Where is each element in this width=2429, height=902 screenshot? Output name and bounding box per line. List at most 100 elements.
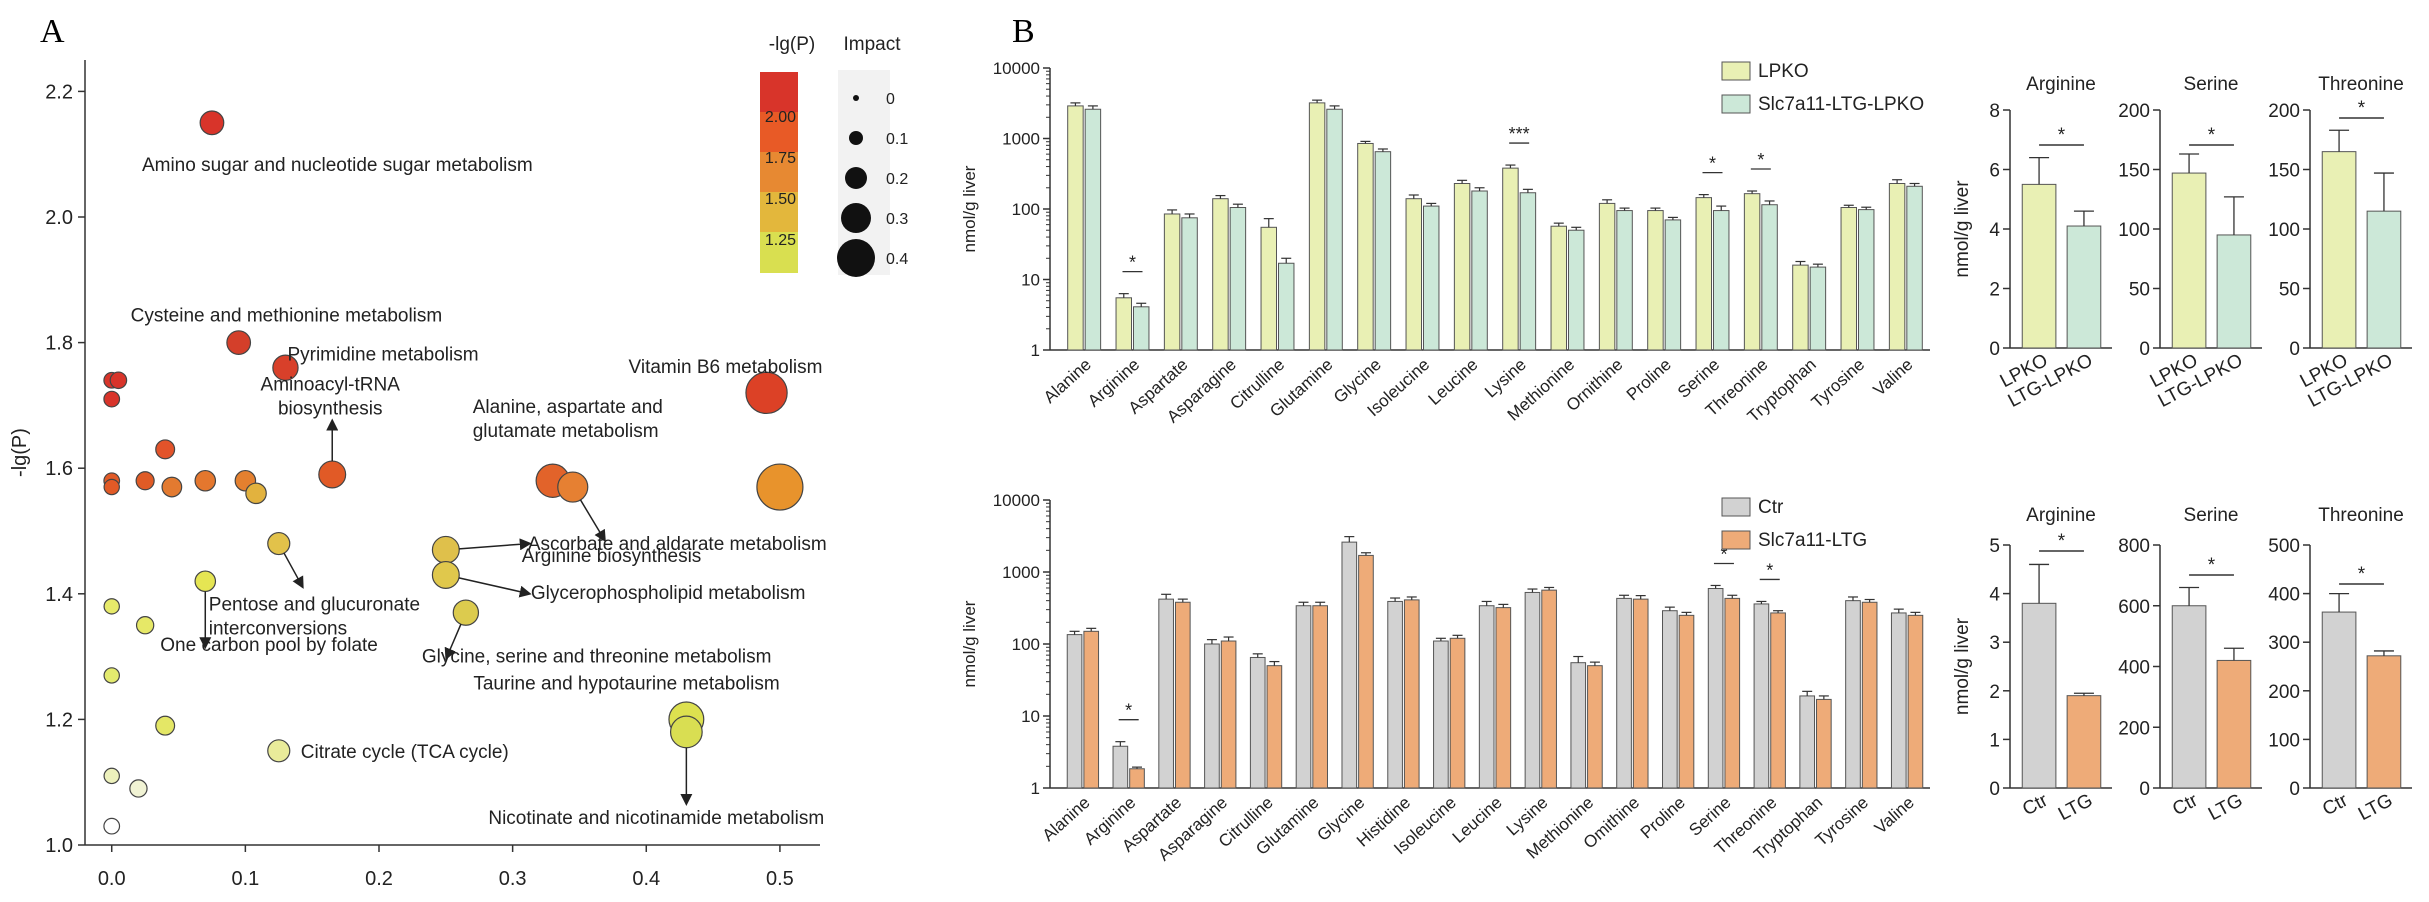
bubble-point: [318, 460, 347, 489]
y-tick-label: 100: [2268, 730, 2300, 751]
bar: [1662, 610, 1678, 789]
size-legend-label: 0.3: [886, 211, 908, 228]
bar: [1471, 190, 1488, 351]
bubble-point: [267, 739, 291, 763]
y-tick-label: 4: [1989, 585, 2000, 606]
bubble-label: Vitamin B6 metabolism: [629, 357, 823, 378]
y-tick-label: 6: [1989, 161, 2000, 182]
bar: [1357, 142, 1374, 351]
bubble-chart: 0.0 0.1 0.2 0.3 0.4 0.5 1.0 1.2 1.4 1.6 1.8 2.0 2.2 -…: [9, 34, 908, 890]
bubble-point: [103, 817, 121, 835]
size-legend-circle: [837, 239, 875, 277]
category-label: Proline: [1623, 355, 1675, 405]
bar: [1312, 605, 1328, 789]
category-label: Leucine: [1449, 793, 1506, 847]
color-legend-title: -lg(P): [769, 34, 815, 55]
annotation-arrow: [579, 499, 606, 543]
x-tick-label: 0.0: [98, 868, 126, 890]
bar: [1495, 607, 1512, 789]
y-tick-label: 600: [2118, 597, 2150, 618]
bubble-point: [669, 715, 703, 749]
y-tick-label: 8: [1989, 101, 2000, 122]
bar: [1112, 745, 1129, 789]
significance-mark: ***: [1509, 124, 1530, 144]
y-tick-label: 1000: [1002, 130, 1040, 149]
legend-label: Slc7a11-LTG: [1758, 530, 1867, 551]
bar: [1220, 640, 1237, 789]
bar: [1502, 167, 1519, 351]
legend-label: LPKO: [1758, 61, 1809, 82]
size-legend-label: 0.1: [886, 131, 908, 148]
bar: [2216, 234, 2252, 349]
bar: [1358, 554, 1374, 789]
bubble-label: Cysteine and methionine metabolism: [131, 306, 443, 327]
color-legend-swatch: [760, 72, 798, 113]
size-legend-label: 0: [886, 91, 895, 108]
bubble-point: [103, 598, 120, 615]
color-legend-label: 1.25: [765, 232, 796, 249]
annotation-arrow: [458, 577, 532, 598]
bubble-label-line: Alanine, aspartate and: [473, 397, 663, 418]
bar: [1181, 217, 1198, 351]
color-legend-label: 1.75: [765, 150, 796, 167]
y-tick-label: 300: [2268, 633, 2300, 654]
significance-mark: *: [2208, 555, 2216, 576]
y-tick-label: 0: [2139, 779, 2150, 800]
bar: [2171, 172, 2207, 349]
bar: [1713, 210, 1730, 351]
category-label: LTG: [2205, 790, 2246, 825]
bar: [1524, 591, 1541, 789]
bar: [1707, 587, 1724, 789]
bubble-label: Aminoacyl-tRNA biosynthesis: [261, 374, 401, 419]
y-tick-label: 5: [1989, 536, 2000, 557]
bubble-point: [161, 476, 183, 498]
bar: [1724, 597, 1741, 789]
bar: [1890, 612, 1907, 789]
y-tick-label: 1: [1031, 341, 1040, 360]
significance-mark: *: [2208, 125, 2216, 146]
bubble-point: [756, 463, 804, 511]
category-label: Proline: [1637, 793, 1689, 843]
y-axis-label: nmol/g liver: [960, 600, 979, 687]
annotation-arrow: [459, 538, 532, 551]
y-tick-label: 2: [1989, 682, 2000, 703]
significance-mark: *: [2058, 125, 2066, 146]
bar: [1816, 698, 1832, 789]
size-legend-circle: [841, 203, 871, 233]
significance-mark: *: [1757, 150, 1764, 170]
bar: [1308, 102, 1326, 351]
bar: [1840, 207, 1857, 351]
category-label: LTG: [2355, 790, 2396, 825]
bubble-label-line: biosynthesis: [278, 398, 383, 419]
bar: [2066, 225, 2102, 349]
bar: [1568, 229, 1585, 351]
bar: [1423, 205, 1440, 351]
bar: [2021, 183, 2057, 349]
size-legend-label: 0.4: [886, 251, 908, 268]
bar: [1632, 598, 1649, 789]
bubble-label: Glycerophospholipid metabolism: [531, 583, 806, 604]
y-tick-label: 1.8: [45, 333, 73, 355]
bar: [1753, 603, 1770, 789]
small-bar-chart: 0 200 400 600 800 Serine Ctr LTG *: [2118, 505, 2262, 825]
bubble-label-line: Aminoacyl-tRNA: [261, 374, 401, 395]
y-tick-label: 150: [2268, 161, 2300, 182]
y-tick-label: 200: [2118, 101, 2150, 122]
y-tick-label: 0: [1989, 779, 2000, 800]
color-legend-swatch: [760, 112, 798, 153]
bar: [1084, 108, 1102, 351]
significance-mark: *: [1125, 701, 1132, 721]
y-tick-label: 0: [2289, 779, 2300, 800]
bar: [1550, 225, 1567, 351]
color-legend-label: 2.00: [765, 109, 796, 126]
small-bar-chart: 0 1 2 3 4 5 Arginine nmol/g liver Ctr LTG *: [1952, 505, 2112, 825]
bubble-label: Alanine, aspartate and glutamate metaboli…: [473, 397, 663, 442]
bar: [1204, 643, 1220, 789]
bar: [1519, 192, 1537, 351]
bar: [1133, 306, 1150, 351]
bubble-point: [103, 478, 120, 496]
bar: [1861, 601, 1878, 789]
size-legend-circle: [853, 95, 859, 101]
bubble-point: [155, 439, 176, 460]
